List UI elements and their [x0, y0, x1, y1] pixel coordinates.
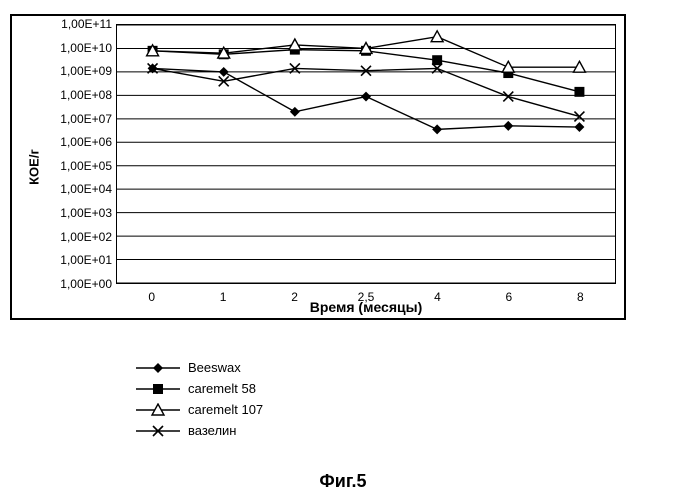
x-icon	[136, 424, 180, 438]
diamond-icon	[136, 361, 180, 375]
square-icon	[136, 382, 180, 396]
y-tick-label: 1,00E+06	[60, 135, 112, 149]
y-tick-label: 1,00E+03	[60, 206, 112, 220]
figure-caption: Фиг.5	[319, 471, 366, 492]
legend-item: caremelt 58	[136, 381, 263, 396]
x-tick-label: 4	[434, 290, 441, 304]
x-tick-label: 1	[220, 290, 227, 304]
y-tick-label: 1,00E+10	[60, 41, 112, 55]
y-tick-label: 1,00E+04	[60, 182, 112, 196]
legend-label: вазелин	[188, 423, 236, 438]
chart-svg	[117, 25, 615, 283]
y-axis-label: КОЕ/г	[26, 149, 41, 185]
legend-item: caremelt 107	[136, 402, 263, 417]
triangle-icon	[136, 403, 180, 417]
legend: Beeswax caremelt 58 caremelt 107 вазелин	[136, 360, 263, 444]
legend-label: Beeswax	[188, 360, 241, 375]
legend-label: caremelt 107	[188, 402, 263, 417]
y-tick-label: 1,00E+00	[60, 277, 112, 291]
page: КОЕ/г Время (месяцы) 1,00E+00 1,00E+01 1,0…	[0, 0, 686, 500]
y-tick-label: 1,00E+08	[60, 88, 112, 102]
x-tick-label: 6	[506, 290, 513, 304]
x-tick-label: 2,5	[358, 290, 375, 304]
legend-item: вазелин	[136, 423, 263, 438]
y-tick-label: 1,00E+05	[60, 159, 112, 173]
legend-item: Beeswax	[136, 360, 263, 375]
x-tick-label: 2	[291, 290, 298, 304]
legend-label: caremelt 58	[188, 381, 256, 396]
chart-frame: КОЕ/г Время (месяцы) 1,00E+00 1,00E+01 1,0…	[10, 14, 626, 320]
plot-area: Время (месяцы)	[116, 24, 616, 284]
y-tick-label: 1,00E+11	[61, 17, 112, 31]
y-tick-label: 1,00E+02	[60, 230, 112, 244]
x-tick-label: 8	[577, 290, 584, 304]
y-tick-label: 1,00E+07	[60, 112, 112, 126]
x-tick-label: 0	[148, 290, 155, 304]
y-tick-label: 1,00E+09	[60, 64, 112, 78]
y-tick-label: 1,00E+01	[60, 253, 112, 267]
